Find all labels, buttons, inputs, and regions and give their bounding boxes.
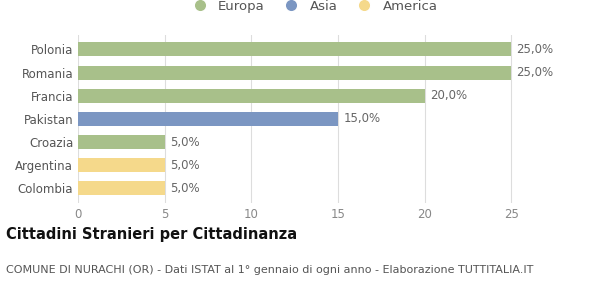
Text: 5,0%: 5,0% <box>170 135 199 148</box>
Bar <box>78 42 511 56</box>
Text: 5,0%: 5,0% <box>170 159 199 172</box>
Bar <box>78 158 164 172</box>
Legend: Europa, Asia, America: Europa, Asia, America <box>181 0 443 18</box>
Bar <box>78 112 338 126</box>
Bar <box>78 135 164 149</box>
Text: 15,0%: 15,0% <box>343 113 380 125</box>
Text: 25,0%: 25,0% <box>517 43 554 56</box>
Text: Cittadini Stranieri per Cittadinanza: Cittadini Stranieri per Cittadinanza <box>6 227 297 242</box>
Text: COMUNE DI NURACHI (OR) - Dati ISTAT al 1° gennaio di ogni anno - Elaborazione TU: COMUNE DI NURACHI (OR) - Dati ISTAT al 1… <box>6 264 533 275</box>
Text: 25,0%: 25,0% <box>517 66 554 79</box>
Bar <box>78 66 511 79</box>
Bar <box>78 89 425 103</box>
Text: 20,0%: 20,0% <box>430 89 467 102</box>
Text: 5,0%: 5,0% <box>170 182 199 195</box>
Bar <box>78 182 164 195</box>
